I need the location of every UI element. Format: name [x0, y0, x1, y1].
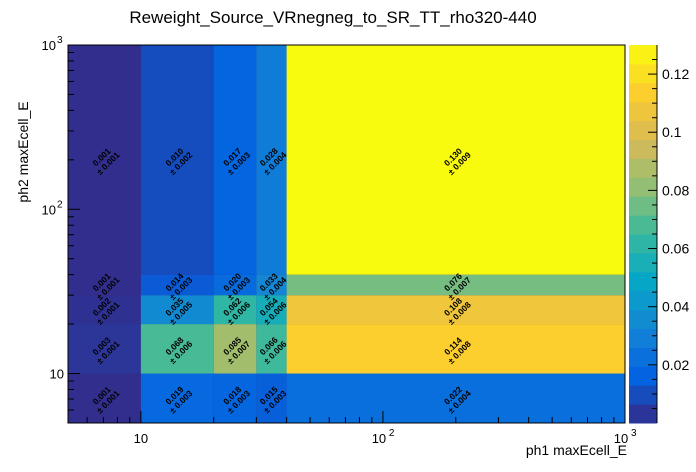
heatmap-cells — [68, 45, 625, 423]
heatmap-cell — [286, 274, 625, 296]
heatmap-cell — [213, 295, 257, 325]
heatmap-cell — [140, 324, 214, 374]
x-tick-label: 10 — [134, 431, 148, 446]
colorbar-band — [629, 328, 657, 348]
colorbar-tick-label: 0.08 — [662, 182, 689, 198]
heatmap-cell — [68, 45, 141, 275]
heatmap-cell — [140, 274, 214, 296]
y-tick-exponent: 2 — [57, 199, 63, 210]
plot-frame — [67, 44, 626, 424]
colorbar-band — [629, 404, 657, 424]
heatmap-cell — [68, 274, 141, 296]
heatmap-cell — [286, 373, 625, 423]
heatmap-cell — [286, 295, 625, 325]
y-tick-label: 10 — [42, 38, 56, 53]
colorbar-band — [629, 385, 657, 405]
colorbar-band — [629, 82, 657, 103]
heatmap-cell — [256, 274, 287, 296]
heatmap-cell — [256, 295, 287, 325]
x-tick-label: 10 — [372, 431, 386, 446]
heatmap-cell — [213, 373, 257, 423]
heatmap-cell — [213, 324, 257, 374]
heatmap-cell — [256, 324, 287, 374]
x-axis-label: ph1 maxEcell_E — [526, 442, 627, 458]
colorbar-band — [629, 177, 657, 197]
colorbar-band — [629, 347, 657, 367]
colorbar-band — [629, 45, 657, 65]
colorbar-tick-label: 0.06 — [662, 241, 689, 257]
heatmap-cell — [140, 373, 214, 423]
heatmap-cell — [213, 45, 257, 275]
colorbar-band — [629, 309, 657, 329]
heatmap-cell — [140, 295, 214, 325]
y-tick-label: 10 — [50, 367, 64, 382]
colorbar-band — [629, 215, 657, 235]
colorbar-tick-label: 0.12 — [662, 66, 689, 82]
colorbar-tick-label: 0.02 — [662, 357, 689, 373]
heatmap-cell — [256, 373, 287, 423]
colorbar-band — [629, 139, 657, 159]
heatmap-cell — [140, 45, 214, 275]
colorbar-band — [629, 63, 657, 84]
heatmap-cell — [286, 324, 625, 374]
colorbar-band — [629, 290, 657, 311]
colorbar-band — [629, 234, 657, 254]
x-tick-label: 10 — [614, 431, 628, 446]
colorbar-band — [629, 158, 657, 178]
chart-title: Reweight_Source_VRnegneg_to_SR_TT_rho320… — [129, 8, 536, 27]
colorbar-band — [629, 120, 657, 140]
colorbar-tick-label: 0.1 — [662, 124, 682, 140]
heatmap-cell — [68, 373, 141, 423]
y-tick-label: 10 — [42, 202, 56, 217]
y-tick-exponent: 3 — [57, 35, 63, 46]
y-axis-label: ph2 maxEcell_E — [15, 101, 31, 202]
colorbar-band — [629, 271, 657, 292]
colorbar: 0.02 0.04 0.06 0.08 0.1 0.12 — [629, 45, 689, 424]
x-axis-ticks: 10 10 2 10 3 — [67, 411, 637, 446]
colorbar-band — [629, 366, 657, 386]
heatmap-cell — [256, 45, 287, 275]
colorbar-tick-label: 0.04 — [662, 299, 689, 315]
heatmap-cell — [68, 295, 141, 325]
colorbar-band — [629, 101, 657, 122]
heatmap-cell — [68, 324, 141, 374]
colorbar-band — [629, 196, 657, 216]
heatmap-cell — [286, 45, 625, 275]
x-tick-exponent: 2 — [389, 428, 395, 439]
x-tick-exponent: 3 — [631, 428, 637, 439]
heatmap-cell — [213, 274, 257, 296]
colorbar-band — [629, 252, 657, 273]
